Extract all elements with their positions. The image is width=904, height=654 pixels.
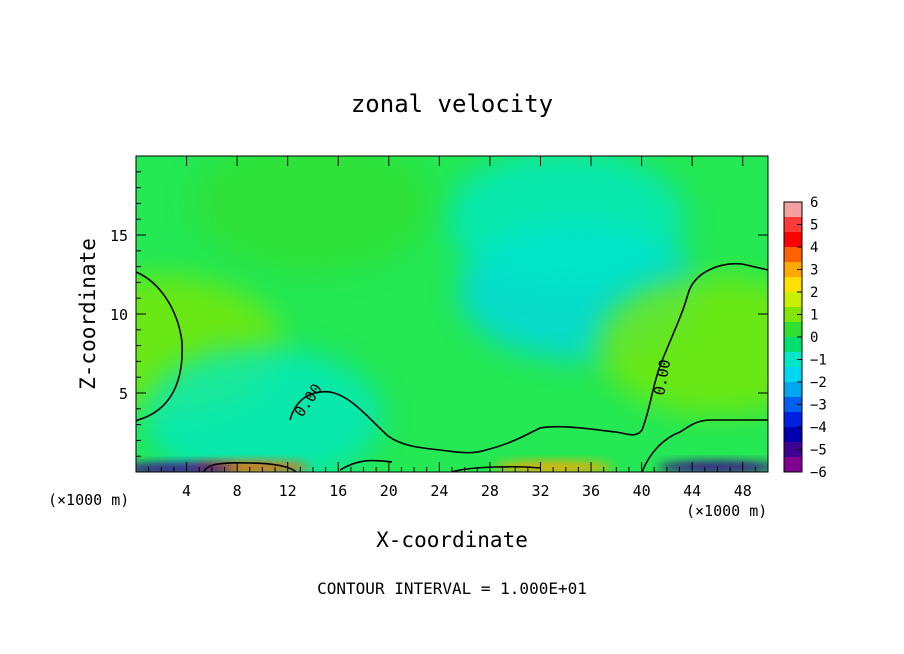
colorbar-tick-label: 5 (810, 218, 818, 234)
x-tick-label: 28 (481, 482, 499, 500)
colorbar-swatch (784, 322, 802, 338)
colorbar-swatch (784, 307, 802, 323)
colorbar-swatch (784, 337, 802, 353)
y-axis: 5 10 15 (110, 171, 768, 457)
colorbar-tick-label: −6 (810, 465, 827, 481)
contour-label-right: 0.00 (650, 358, 674, 397)
field-blob-8 (136, 462, 234, 472)
field-blob-6 (493, 461, 614, 472)
field-blob-4 (142, 346, 383, 472)
heatmap-field (136, 156, 768, 472)
colorbar-swatch (784, 202, 802, 218)
colorbar-tick-label: 0 (810, 330, 818, 346)
x-axis-unit-left: (×1000 m) (48, 491, 129, 509)
colorbar-tick-label: −4 (810, 420, 827, 436)
colorbar-swatch (784, 232, 802, 248)
x-axis: 4 8 12 16 20 24 28 32 36 40 44 48 (148, 156, 756, 500)
heatmap-area: 0.00 0.00 (136, 156, 768, 472)
y-tick-label: 5 (119, 385, 128, 403)
field-blob-3 (597, 275, 768, 416)
y-axis-label: Z-coordinate (76, 238, 100, 390)
x-tick-label: 32 (531, 482, 549, 500)
colorbar-swatch (784, 217, 802, 233)
chart-title: zonal velocity (351, 90, 553, 118)
colorbar-swatch (784, 277, 802, 293)
colorbar-swatch (784, 352, 802, 368)
zero-contour-bottom (641, 419, 768, 472)
colorbar-swatch (784, 442, 802, 458)
colorbar-swatch (784, 262, 802, 278)
x-tick-label: 20 (380, 482, 398, 500)
x-tick-label: 8 (233, 482, 242, 500)
colorbar-swatch (784, 412, 802, 428)
colorbar-swatch (784, 247, 802, 263)
colorbar: 6 5 4 3 2 1 0 −1 −2 −3 −4 −5 −6 (783, 195, 827, 481)
colorbar-swatch (784, 457, 802, 473)
colorbar-swatch (784, 397, 802, 413)
x-tick-label: 36 (582, 482, 600, 500)
y-tick-label: 15 (110, 227, 128, 245)
contour-interval-note: CONTOUR INTERVAL = 1.000E+01 (317, 579, 587, 598)
colorbar-tick-label: −1 (810, 353, 827, 369)
colorbar-tick-label: −5 (810, 443, 827, 459)
colorbar-tick-label: 2 (810, 285, 818, 301)
x-tick-label: 4 (182, 482, 191, 500)
colorbar-tick-label: 1 (810, 308, 818, 324)
x-tick-label: 40 (633, 482, 651, 500)
x-axis-unit-right: (×1000 m) (686, 502, 767, 520)
colorbar-tick-label: 3 (810, 263, 818, 279)
field-blob-9 (657, 461, 768, 472)
colorbar-tick-label: −3 (810, 398, 827, 414)
colorbar-swatch (784, 382, 802, 398)
colorbar-tick-label: 4 (810, 240, 818, 256)
zero-contour-left (136, 271, 183, 422)
colorbar-tick-label: −2 (810, 375, 827, 391)
field-blob-1 (445, 156, 686, 290)
x-tick-label: 44 (683, 482, 701, 500)
colorbar-swatch (784, 427, 802, 443)
colorbar-tick-label: 6 (810, 195, 818, 211)
x-tick-label: 24 (430, 482, 448, 500)
field-blob-5 (192, 156, 433, 274)
x-tick-label: 48 (734, 482, 752, 500)
y-tick-label: 10 (110, 306, 128, 324)
x-tick-label: 12 (279, 482, 297, 500)
colorbar-swatch (784, 292, 802, 308)
x-tick-label: 16 (329, 482, 347, 500)
zero-contour-lines (136, 262, 768, 472)
x-axis-label: X-coordinate (376, 528, 528, 552)
zero-contour-lower (289, 262, 768, 454)
colorbar-swatch (784, 367, 802, 383)
